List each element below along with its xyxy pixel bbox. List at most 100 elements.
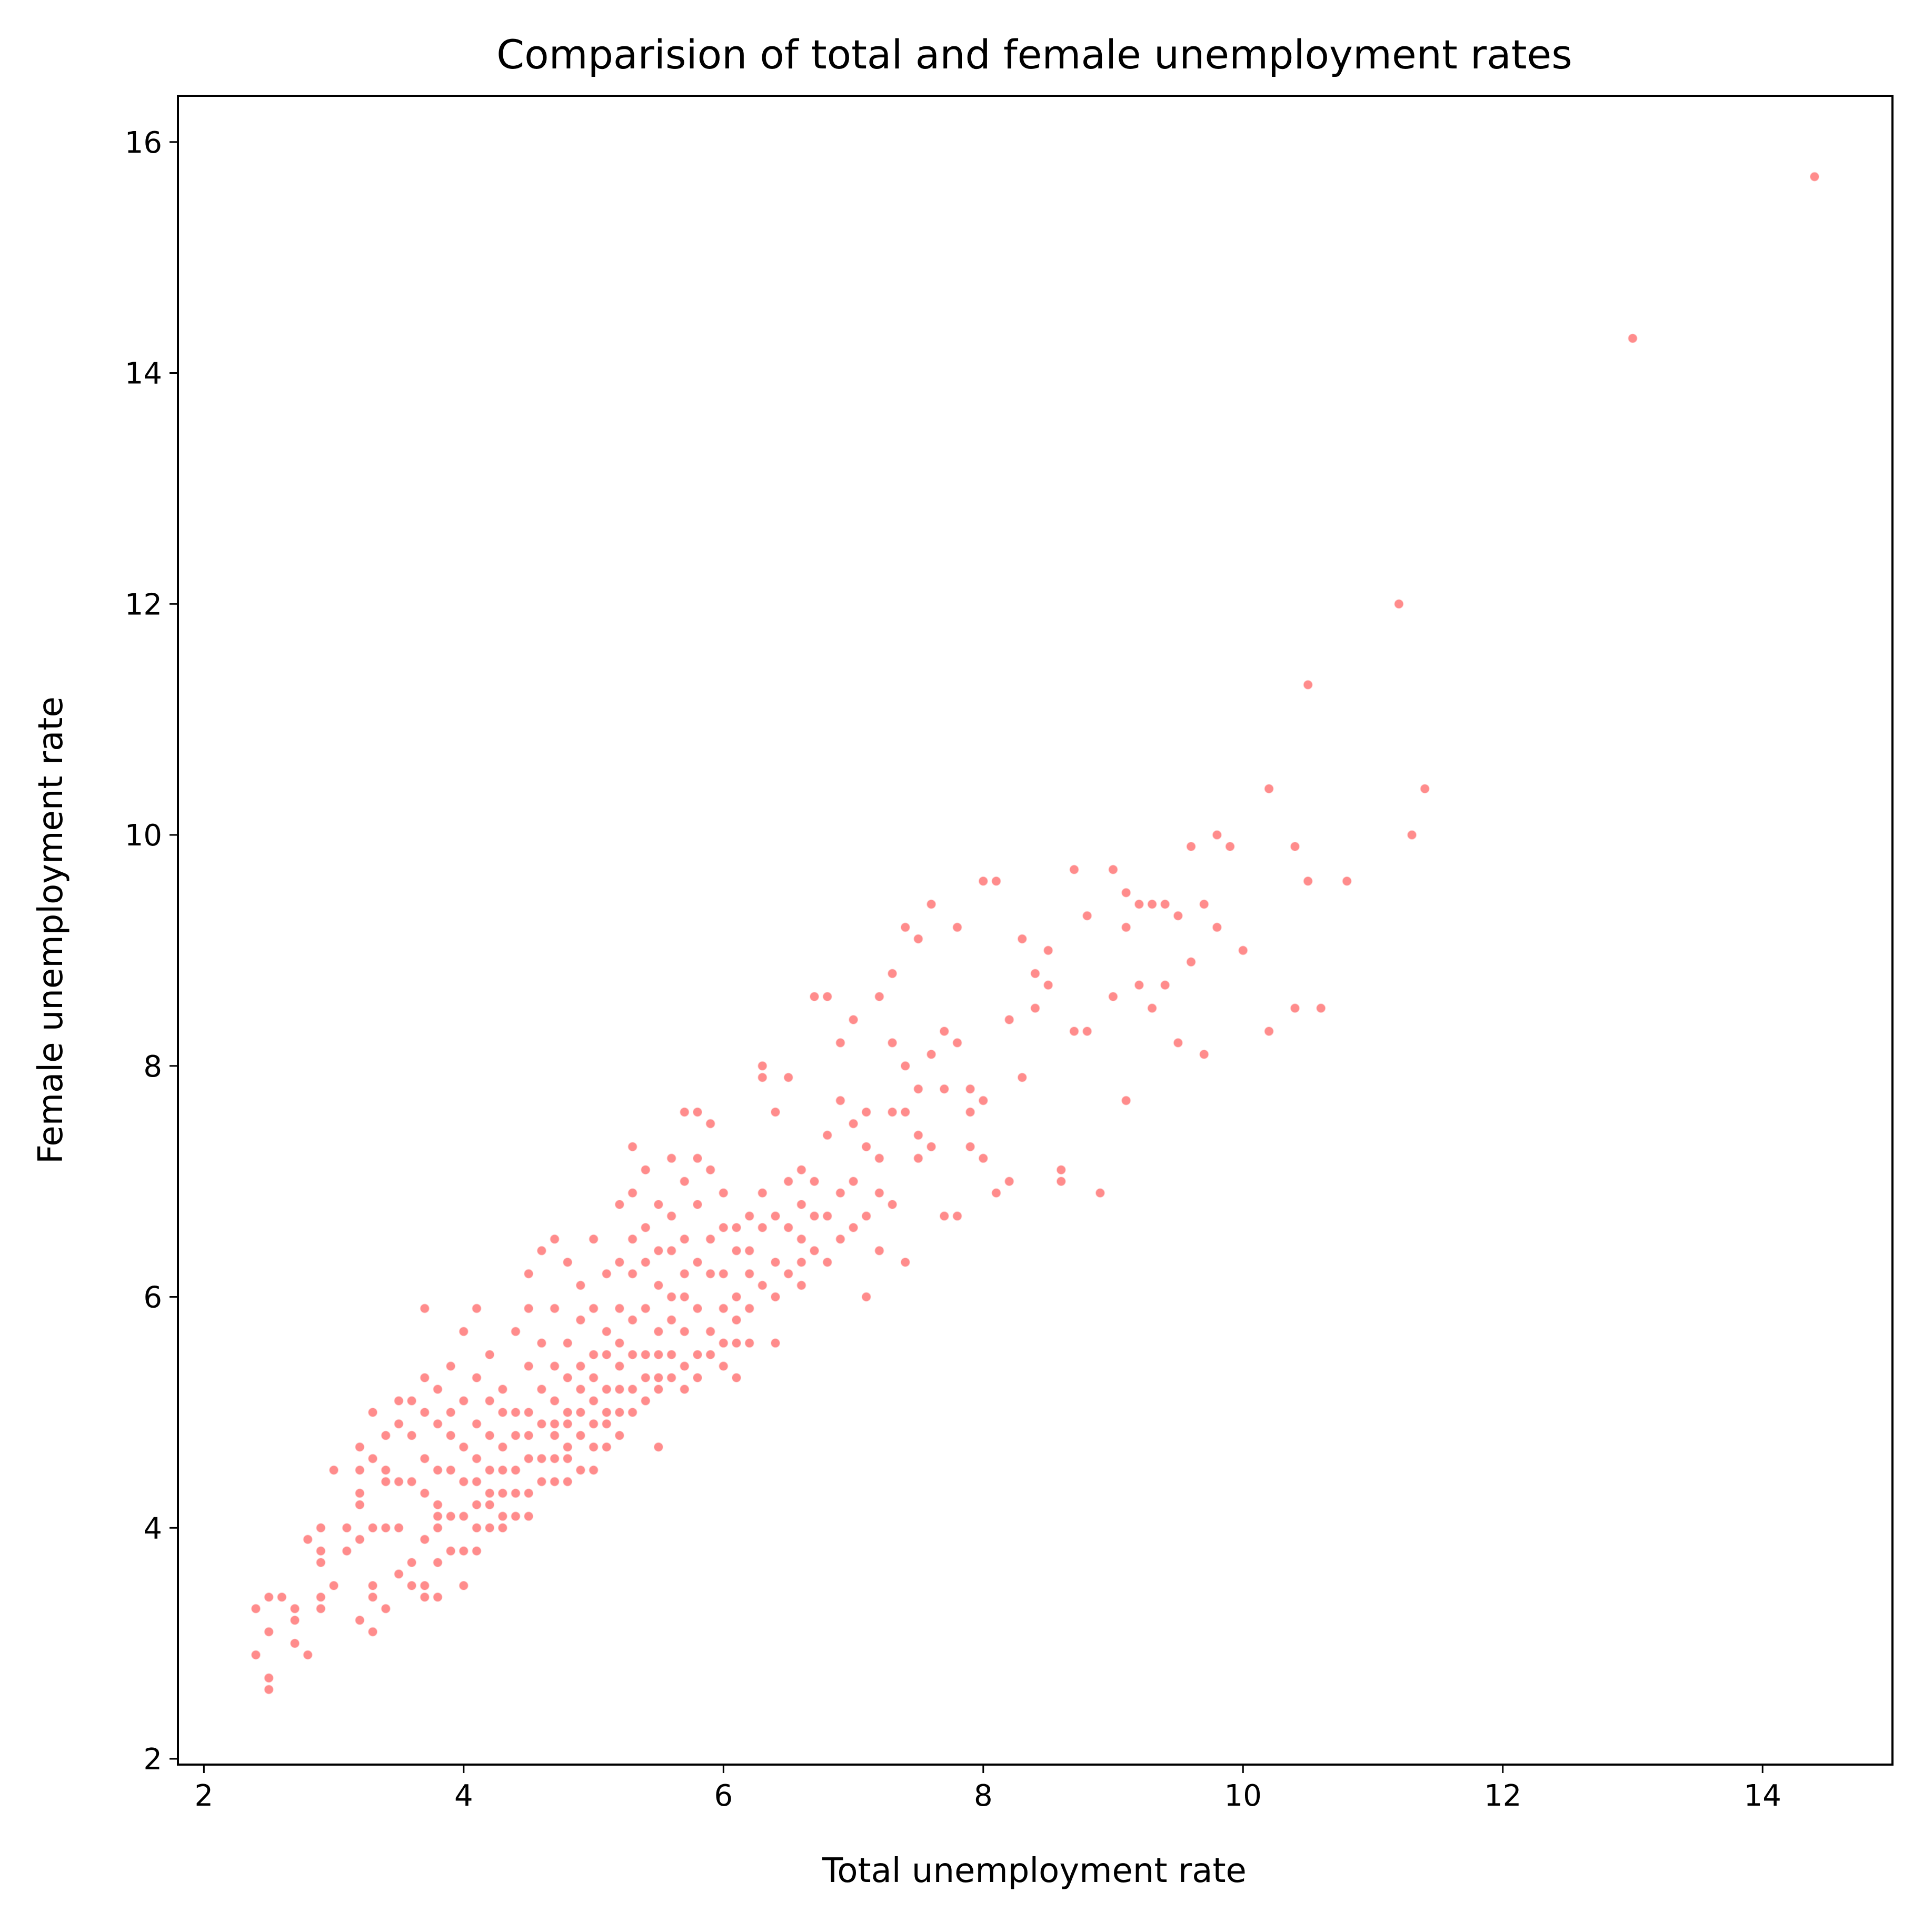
data-point (1316, 1003, 1327, 1014)
data-point (419, 1534, 430, 1545)
data-point (315, 1591, 326, 1602)
data-point (419, 1303, 430, 1314)
data-point (744, 1268, 755, 1279)
data-point (640, 1349, 651, 1360)
data-point (796, 1164, 807, 1176)
data-point (367, 1522, 378, 1533)
data-point (809, 1176, 820, 1187)
data-point (380, 1430, 391, 1441)
data-point (536, 1245, 547, 1256)
data-point (484, 1349, 495, 1360)
data-point (952, 1037, 963, 1048)
data-point (861, 1107, 872, 1118)
data-point (653, 1280, 664, 1291)
data-point (627, 1141, 638, 1152)
data-point (822, 991, 833, 1002)
data-point (1172, 1037, 1183, 1048)
data-point (1302, 875, 1313, 887)
data-point (939, 1083, 950, 1094)
data-point (731, 1314, 742, 1326)
data-point (588, 1418, 599, 1429)
data-point (666, 1372, 677, 1383)
data-point (341, 1546, 352, 1557)
data-point (445, 1546, 456, 1557)
data-point (913, 933, 924, 944)
data-point (705, 1326, 716, 1337)
data-point (874, 991, 885, 1002)
data-point (939, 1211, 950, 1221)
data-point (900, 1257, 911, 1268)
data-point (276, 1591, 287, 1602)
data-point (1160, 980, 1171, 991)
data-point (432, 1522, 443, 1533)
data-point (354, 1488, 365, 1499)
data-point (536, 1418, 547, 1429)
data-point (666, 1314, 677, 1326)
data-point (1185, 957, 1197, 968)
data-point (1133, 980, 1144, 991)
data-point (1238, 945, 1249, 956)
data-point (458, 1580, 469, 1591)
ticks-layer: 2 4 6 8 10 12 14 2 4 6 8 10 12 14 16 (125, 126, 1781, 1813)
y-tick-label: 6 (143, 1281, 162, 1315)
data-point (588, 1233, 599, 1244)
data-point (627, 1268, 638, 1279)
data-point (341, 1522, 352, 1533)
data-point (510, 1465, 521, 1476)
data-point (614, 1338, 625, 1349)
plot-area-frame (177, 95, 1894, 1766)
data-point (770, 1291, 781, 1302)
data-point (419, 1372, 430, 1383)
data-point (471, 1418, 482, 1429)
y-tick-label: 16 (125, 126, 162, 160)
data-point (393, 1396, 404, 1406)
data-point (848, 1014, 859, 1025)
data-point (1185, 841, 1197, 852)
data-point (601, 1326, 612, 1337)
data-point (679, 1384, 690, 1395)
data-point (978, 875, 989, 887)
data-point (432, 1418, 443, 1429)
data-point (432, 1465, 443, 1476)
data-point (445, 1361, 456, 1372)
data-point (679, 1326, 690, 1337)
data-point (458, 1476, 469, 1487)
data-point (1082, 1026, 1093, 1037)
data-point (251, 1649, 261, 1660)
data-point (679, 1361, 690, 1372)
data-point (718, 1268, 729, 1279)
data-point (848, 1176, 859, 1187)
data-point (718, 1338, 729, 1349)
y-tick-label: 12 (125, 587, 162, 622)
data-point (783, 1072, 794, 1083)
data-point (549, 1303, 560, 1314)
data-point (536, 1338, 547, 1349)
data-point (1094, 1188, 1105, 1199)
data-point (393, 1569, 404, 1579)
data-point (731, 1338, 742, 1349)
data-point (653, 1384, 664, 1395)
data-point (679, 1268, 690, 1279)
data-point (679, 1233, 690, 1244)
data-point (640, 1222, 651, 1233)
data-point (1017, 1072, 1028, 1083)
data-point (1121, 922, 1132, 933)
data-point (354, 1615, 365, 1626)
data-point (692, 1257, 703, 1268)
data-point (367, 1407, 378, 1418)
data-point (796, 1280, 807, 1291)
data-point (1160, 899, 1171, 910)
data-point (627, 1407, 638, 1418)
data-point (562, 1372, 573, 1383)
data-point (1419, 783, 1430, 794)
data-point (562, 1441, 573, 1452)
data-point (1108, 864, 1119, 875)
data-point (471, 1476, 482, 1487)
data-point (1030, 968, 1041, 979)
data-point (1199, 1049, 1210, 1060)
data-point (367, 1591, 378, 1602)
data-point (757, 1060, 768, 1071)
data-point (315, 1546, 326, 1557)
data-point (575, 1407, 586, 1418)
